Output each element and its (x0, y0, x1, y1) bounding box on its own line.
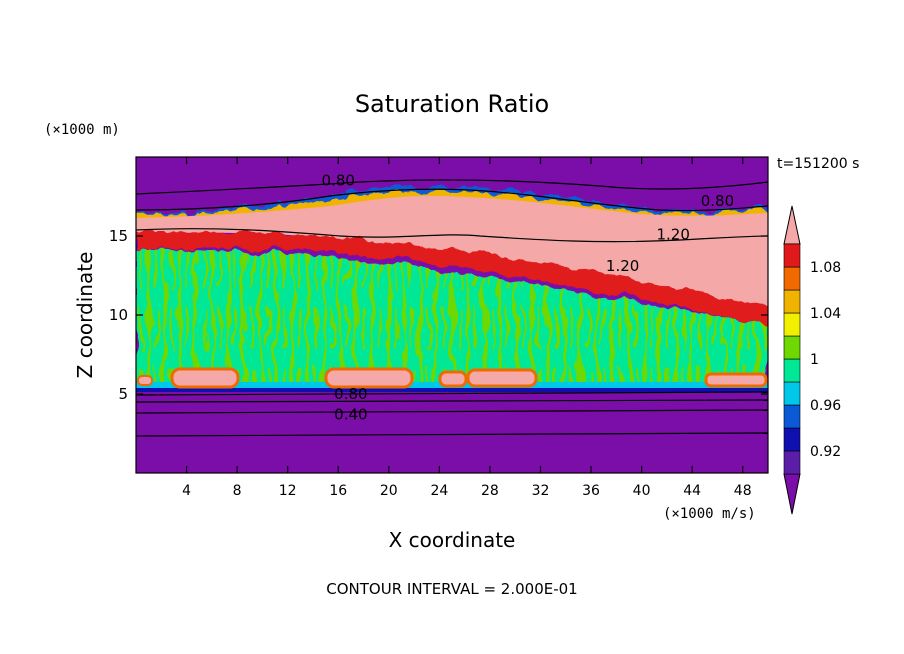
x-axis-ticks: 4 8 12 16 20 24 28 32 36 40 44 48 (182, 157, 752, 499)
supersaturated-layer (136, 195, 768, 310)
base-cell (704, 372, 768, 388)
contour-line (136, 179, 768, 195)
colorbar-segment (783, 427, 801, 452)
colorbar-label: 1 (810, 352, 819, 368)
base-cell (438, 370, 468, 388)
contour-line (136, 228, 768, 243)
contour-label: 1.20 (606, 257, 639, 275)
colorbar-label: 1.04 (810, 306, 841, 322)
x-axis-label: X coordinate (389, 528, 516, 552)
x-tick-label: 32 (532, 483, 550, 499)
colorbar-over-arrow (783, 205, 801, 245)
contour-lines (136, 179, 768, 437)
colorbar-segment (783, 312, 801, 337)
contour-line (136, 399, 768, 403)
colorbar-under-arrow (783, 473, 801, 515)
contour-label: 1.20 (656, 225, 689, 243)
lower-blue-band (136, 388, 768, 392)
y-tick-label: 5 (118, 385, 128, 403)
y-tick-label: 15 (109, 227, 128, 245)
x-tick-label: 36 (582, 483, 600, 499)
contour-label: 0.40 (334, 406, 367, 424)
colorbar-segment (783, 243, 801, 268)
colorbar-label: 0.92 (810, 444, 841, 460)
colorbar-label: 1.08 (810, 260, 841, 276)
contour-line (136, 391, 768, 396)
contour-line (136, 409, 768, 414)
time-label: t=151200 s (777, 156, 859, 172)
y-unit-label: (×1000 m) (44, 122, 120, 138)
supersaturated-edge-band (136, 231, 768, 326)
x-tick-label: 28 (481, 483, 499, 499)
contour-line (136, 432, 768, 437)
contour-label: 0.80 (701, 192, 734, 210)
x-unit-label: (×1000 m/s) (663, 506, 756, 522)
x-tick-label: 24 (430, 483, 448, 499)
x-tick-label: 44 (683, 483, 701, 499)
colorbar-segment (783, 404, 801, 429)
contour-line (136, 188, 768, 212)
y-tick-label: 10 (109, 306, 128, 324)
colorbar: 0.92 0.96 1 1.04 1.08 (783, 205, 841, 515)
lower-dry-layer (136, 392, 768, 473)
colorbar-segment (783, 450, 801, 475)
convective-layer (136, 250, 768, 388)
contour-labels: 0.80 0.80 1.20 1.20 0.80 0.40 (322, 172, 735, 424)
x-tick-label: 12 (279, 483, 297, 499)
x-tick-label: 40 (633, 483, 651, 499)
x-tick-label: 4 (182, 483, 191, 499)
x-tick-label: 16 (329, 483, 347, 499)
colorbar-segment (783, 358, 801, 383)
x-tick-label: 20 (380, 483, 398, 499)
colorbar-segment (783, 289, 801, 314)
colorbar-label: 0.96 (810, 398, 841, 414)
base-cell (137, 375, 153, 386)
base-cell (466, 368, 538, 388)
colorbar-segment (783, 381, 801, 406)
x-tick-label: 8 (233, 483, 242, 499)
y-axis-label: Z coordinate (73, 252, 97, 379)
contour-interval-note: CONTOUR INTERVAL = 2.000E-01 (326, 580, 577, 598)
base-cell (324, 367, 414, 389)
x-tick-label: 48 (734, 483, 752, 499)
contour-label: 0.80 (322, 172, 355, 190)
chart-title: Saturation Ratio (355, 90, 549, 118)
contour-label: 0.80 (334, 385, 367, 403)
colorbar-segment (783, 266, 801, 291)
base-cloud-cells (137, 367, 768, 389)
y-axis-ticks: 5 10 15 (109, 227, 768, 403)
colorbar-segment (783, 335, 801, 360)
base-cell (170, 367, 240, 389)
saturation-field (136, 157, 768, 473)
